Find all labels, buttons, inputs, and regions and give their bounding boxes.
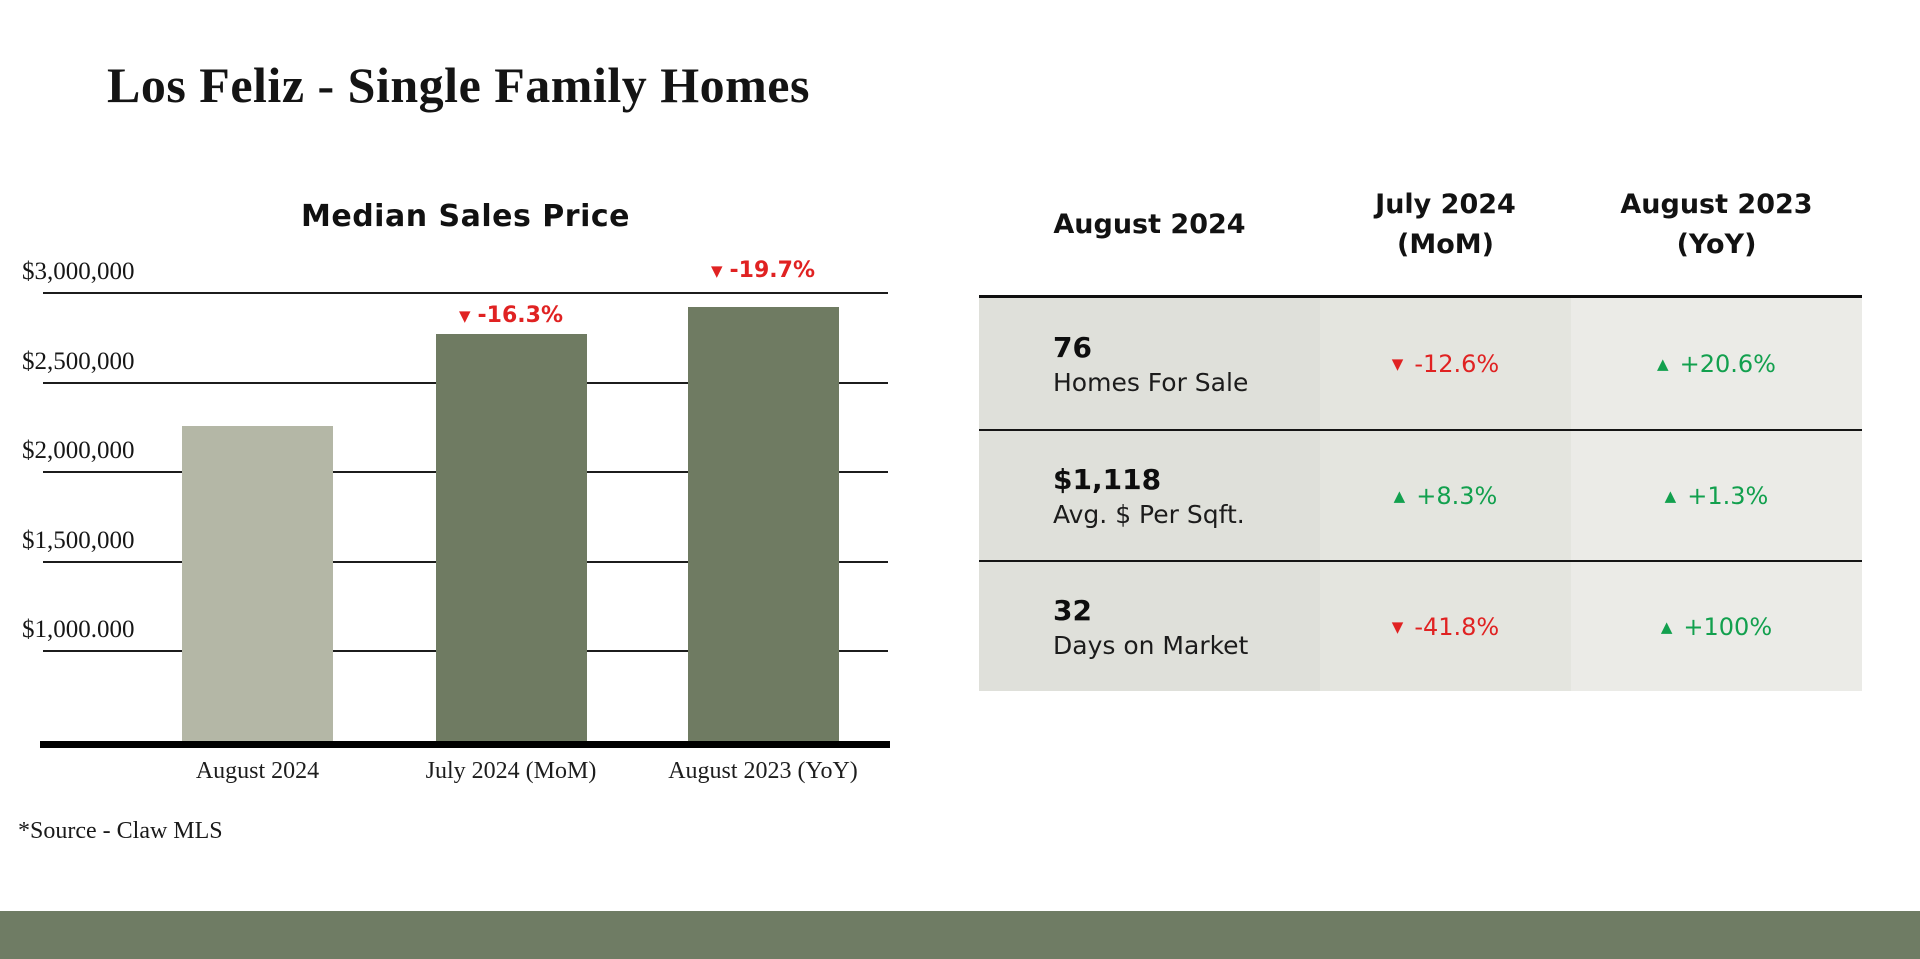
percent-text: +20.6% xyxy=(1679,349,1776,378)
bar-august-2024 xyxy=(182,425,333,741)
page-title: Los Feliz - Single Family Homes xyxy=(107,57,810,113)
header-line: (MoM) xyxy=(1397,228,1494,260)
percent-text: +100% xyxy=(1683,612,1773,641)
gridline-3000000 xyxy=(43,292,888,294)
change-annotation: ▼ -16.3% xyxy=(459,303,563,328)
table-row-homes-for-sale: 76 Homes For Sale ▼ -12.6% ▲ +20.6% xyxy=(979,298,1862,429)
percent-text: -41.8% xyxy=(1414,612,1500,641)
x-axis-label: July 2024 (MoM) xyxy=(425,758,597,784)
metric-value: $1,118 xyxy=(1053,462,1162,496)
change-value: ▼ -41.8% xyxy=(1392,613,1499,641)
change-value: ▲ +20.6% xyxy=(1657,350,1776,378)
market-stats-table: August 2024 July 2024 (MoM) August 2023 (YoY… xyxy=(979,160,1862,691)
source-note: *Source - Claw MLS xyxy=(18,818,223,844)
column-header-july-2024: July 2024 (MoM) xyxy=(1320,160,1571,295)
percent-text: +8.3% xyxy=(1416,481,1498,510)
y-axis-label: $2,000,000 xyxy=(22,437,135,465)
up-arrow-icon: ▲ xyxy=(1664,486,1677,505)
x-axis-label: August 2023 (YoY) xyxy=(668,758,858,784)
table-row-days-on-market: 32 Days on Market ▼ -41.8% ▲ +100% xyxy=(979,560,1862,691)
table-body: 76 Homes For Sale ▼ -12.6% ▲ +20.6% $1,118 Avg.… xyxy=(979,295,1862,691)
change-value: ▲ +100% xyxy=(1661,613,1772,641)
annotation-value: -19.7% xyxy=(729,258,816,284)
down-arrow-icon: ▼ xyxy=(1391,354,1404,373)
metric-value: 32 xyxy=(1053,593,1092,627)
column-header-august-2024: August 2024 xyxy=(979,160,1320,295)
yoy-change-cell: ▲ +20.6% xyxy=(1571,298,1862,429)
yoy-change-cell: ▲ +1.3% xyxy=(1571,431,1862,560)
bar-july-2024-mom xyxy=(435,334,587,741)
mom-change-cell: ▼ -41.8% xyxy=(1320,562,1571,691)
down-arrow-icon: ▼ xyxy=(1391,617,1404,636)
bar-august-2023-yoy xyxy=(687,307,839,741)
up-arrow-icon: ▲ xyxy=(1660,617,1673,636)
y-axis-label: $1,500,000 xyxy=(22,526,135,554)
header-line: August 2023 xyxy=(1620,189,1813,221)
metric-label: Avg. $ Per Sqft. xyxy=(1053,499,1245,529)
header-line: July 2024 xyxy=(1375,189,1516,221)
metric-cell: 32 Days on Market xyxy=(979,562,1320,691)
chart-title: Median Sales Price xyxy=(301,199,630,234)
percent-text: +1.3% xyxy=(1687,481,1769,510)
mom-change-cell: ▲ +8.3% xyxy=(1320,431,1571,560)
percent-text: -12.6% xyxy=(1414,349,1500,378)
change-value: ▲ +8.3% xyxy=(1394,482,1498,510)
metric-label: Days on Market xyxy=(1053,630,1249,660)
metric-cell: $1,118 Avg. $ Per Sqft. xyxy=(979,431,1320,560)
table-header-row: August 2024 July 2024 (MoM) August 2023 (YoY… xyxy=(979,160,1862,295)
metric-value: 76 xyxy=(1053,330,1092,364)
mom-change-cell: ▼ -12.6% xyxy=(1320,298,1571,429)
down-arrow-icon: ▼ xyxy=(458,306,471,325)
metric-label: Homes For Sale xyxy=(1053,367,1249,397)
y-axis-label: $2,500,000 xyxy=(22,347,135,375)
table-row-avg-per-sqft: $1,118 Avg. $ Per Sqft. ▲ +8.3% ▲ +1.3% xyxy=(979,429,1862,560)
header-line: (YoY) xyxy=(1676,228,1757,260)
change-annotation: ▼ -19.7% xyxy=(711,258,815,283)
change-value: ▼ -12.6% xyxy=(1392,350,1499,378)
down-arrow-icon: ▼ xyxy=(710,261,723,280)
metric-cell: 76 Homes For Sale xyxy=(979,298,1320,429)
y-axis-label: $3,000,000 xyxy=(22,258,135,285)
header-line: August 2024 xyxy=(1053,208,1246,240)
up-arrow-icon: ▲ xyxy=(1657,354,1669,373)
up-arrow-icon: ▲ xyxy=(1393,486,1406,505)
x-axis-label: August 2024 xyxy=(195,758,320,784)
column-header-august-2023: August 2023 (YoY) xyxy=(1571,160,1862,295)
y-axis-label: $1,000.000 xyxy=(22,616,135,644)
annotation-value: -16.3% xyxy=(477,303,564,329)
footer-bar xyxy=(0,911,1920,959)
x-axis-line xyxy=(40,741,890,748)
change-value: ▲ +1.3% xyxy=(1665,482,1769,510)
yoy-change-cell: ▲ +100% xyxy=(1571,562,1862,691)
